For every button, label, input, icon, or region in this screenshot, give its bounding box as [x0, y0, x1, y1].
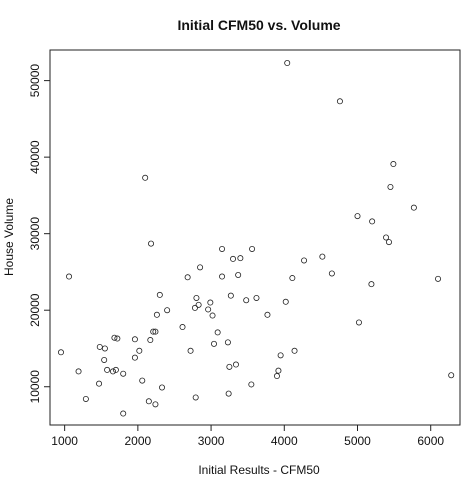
data-point [215, 330, 220, 335]
data-point [219, 274, 224, 279]
data-point [206, 307, 211, 312]
data-point [244, 298, 249, 303]
data-point [236, 272, 241, 277]
data-point [411, 205, 416, 210]
data-point [196, 302, 201, 307]
y-tick-label: 30000 [28, 217, 42, 251]
data-point [227, 364, 232, 369]
data-points [58, 60, 453, 416]
data-point [435, 276, 440, 281]
x-tick-label: 6000 [417, 434, 444, 448]
data-point [140, 378, 145, 383]
data-point [97, 344, 102, 349]
data-point [356, 320, 361, 325]
y-tick-label: 40000 [28, 140, 42, 174]
data-point [157, 292, 162, 297]
plot-frame [50, 50, 460, 425]
data-point [58, 350, 63, 355]
data-point [254, 295, 259, 300]
data-point [391, 161, 396, 166]
data-point [388, 184, 393, 189]
data-point [369, 282, 374, 287]
y-axis-label: House Volume [2, 198, 16, 276]
data-point [165, 308, 170, 313]
data-point [219, 246, 224, 251]
data-point [301, 258, 306, 263]
data-point [290, 275, 295, 280]
data-point [210, 313, 215, 318]
data-point [132, 337, 137, 342]
data-point [283, 299, 288, 304]
data-point [329, 271, 334, 276]
data-point [105, 367, 110, 372]
data-point [121, 371, 126, 376]
data-point [159, 385, 164, 390]
data-point [143, 175, 148, 180]
data-point [249, 382, 254, 387]
data-point [102, 357, 107, 362]
x-axis-label: Initial Results - CFM50 [198, 463, 320, 477]
data-point [265, 312, 270, 317]
data-point [276, 368, 281, 373]
data-point [233, 362, 238, 367]
data-point [132, 355, 137, 360]
data-point [226, 391, 231, 396]
data-point [115, 336, 120, 341]
data-point [83, 396, 88, 401]
data-point [154, 312, 159, 317]
x-tick-label: 1000 [51, 434, 78, 448]
data-point [180, 324, 185, 329]
chart-title: Initial CFM50 vs. Volume [177, 17, 340, 33]
x-tick-label: 4000 [271, 434, 298, 448]
y-tick-label: 20000 [28, 293, 42, 327]
data-point [355, 213, 360, 218]
data-point [449, 373, 454, 378]
data-point [211, 341, 216, 346]
data-point [208, 300, 213, 305]
data-point [153, 402, 158, 407]
data-point [320, 254, 325, 259]
data-point [197, 265, 202, 270]
data-point [121, 411, 126, 416]
data-point [194, 295, 199, 300]
data-point [274, 373, 279, 378]
data-point [66, 274, 71, 279]
x-axis: 1000 2000 3000 4000 5000 6000 [51, 425, 444, 448]
data-point [238, 256, 243, 261]
data-point [193, 395, 198, 400]
data-point [249, 246, 254, 251]
data-point [230, 256, 235, 261]
data-point [148, 337, 153, 342]
data-point [185, 275, 190, 280]
data-point [146, 399, 151, 404]
data-point [76, 369, 81, 374]
data-point [188, 348, 193, 353]
data-point [148, 241, 153, 246]
y-tick-label: 50000 [28, 64, 42, 98]
data-point [102, 346, 107, 351]
data-point [228, 293, 233, 298]
data-point [225, 340, 230, 345]
data-point [278, 353, 283, 358]
x-tick-label: 2000 [125, 434, 152, 448]
x-tick-label: 5000 [344, 434, 371, 448]
x-tick-label: 3000 [198, 434, 225, 448]
data-point [96, 381, 101, 386]
data-point [370, 219, 375, 224]
data-point [285, 60, 290, 65]
y-axis: 10000 20000 30000 40000 50000 [28, 64, 50, 404]
y-tick-label: 10000 [28, 370, 42, 404]
data-point [386, 239, 391, 244]
data-point [292, 348, 297, 353]
data-point [337, 99, 342, 104]
data-point [137, 348, 142, 353]
